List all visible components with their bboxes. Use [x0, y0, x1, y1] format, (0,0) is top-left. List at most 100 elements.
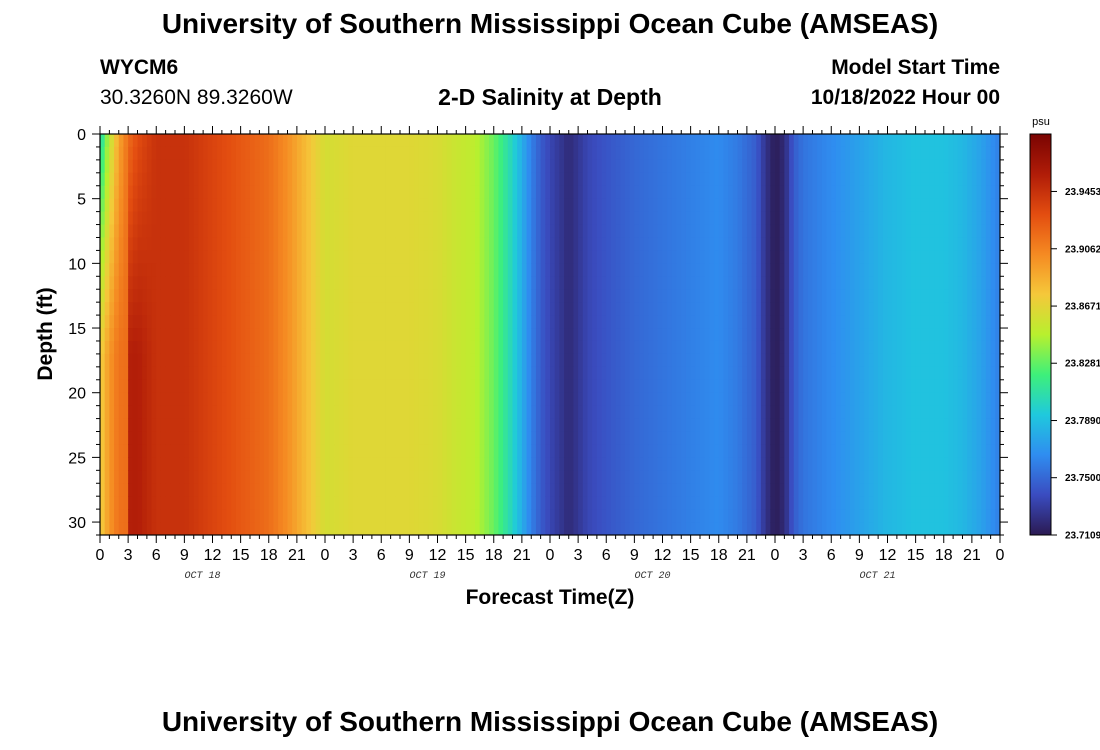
- heatmap-cell: [662, 509, 668, 523]
- heatmap-cell: [714, 198, 720, 213]
- heatmap-cell: [564, 198, 570, 213]
- heatmap-cell: [245, 224, 251, 239]
- heatmap-cell: [540, 289, 546, 303]
- heatmap-cell: [559, 146, 565, 161]
- heatmap-cell: [685, 172, 692, 187]
- heatmap-cell: [475, 340, 481, 355]
- heatmap-cell: [343, 328, 350, 342]
- heatmap-cell: [723, 172, 729, 187]
- heatmap-cell: [718, 198, 725, 213]
- heatmap-cell: [653, 185, 659, 200]
- heatmap-cell: [695, 340, 701, 355]
- heatmap-cell: [826, 496, 832, 510]
- heatmap-cell: [840, 340, 846, 355]
- heatmap-cell: [250, 509, 256, 523]
- heatmap-cell: [278, 366, 284, 381]
- heatmap-cell: [723, 134, 729, 148]
- heatmap-cell: [446, 211, 453, 226]
- heatmap-cell: [245, 431, 251, 446]
- heatmap-cell: [737, 444, 743, 458]
- heatmap-cell: [775, 431, 781, 446]
- heatmap-cell: [690, 302, 696, 316]
- heatmap-cell: [512, 379, 518, 394]
- heatmap-cell: [254, 302, 260, 316]
- heatmap-cell: [329, 392, 335, 407]
- heatmap-cell: [292, 315, 298, 329]
- heatmap-cell: [390, 328, 396, 342]
- heatmap-cell: [770, 172, 776, 187]
- heatmap-cell: [681, 392, 687, 407]
- heatmap-cell: [170, 483, 176, 497]
- heatmap-cell: [582, 340, 589, 355]
- heatmap-cell: [507, 224, 514, 239]
- heatmap-cell: [775, 392, 781, 407]
- heatmap-cell: [695, 418, 701, 433]
- heatmap-cell: [676, 379, 682, 394]
- heatmap-cell: [625, 198, 631, 213]
- heatmap-cell: [245, 366, 251, 381]
- heatmap-cell: [306, 289, 312, 303]
- heatmap-cell: [545, 211, 551, 226]
- heatmap-cell: [685, 198, 692, 213]
- heatmap-cell: [460, 172, 467, 187]
- heatmap-cell: [601, 250, 607, 264]
- heatmap-cell: [639, 328, 645, 342]
- heatmap-cell: [273, 198, 279, 213]
- heatmap-cell: [807, 146, 814, 161]
- heatmap-cell: [128, 289, 134, 303]
- heatmap-cell: [779, 431, 785, 446]
- heatmap-cell: [840, 302, 846, 316]
- heatmap-cell: [451, 146, 457, 161]
- heatmap-cell: [704, 315, 710, 329]
- heatmap-cell: [381, 146, 387, 161]
- heatmap-cell: [559, 237, 565, 252]
- heatmap-cell: [835, 315, 842, 329]
- heatmap-cell: [357, 289, 364, 303]
- heatmap-cell: [568, 366, 575, 381]
- heatmap-cell: [821, 302, 828, 316]
- heatmap-cell: [301, 250, 307, 264]
- heatmap-cell: [353, 134, 359, 148]
- heatmap-cell: [343, 353, 350, 368]
- heatmap-cell: [123, 340, 129, 355]
- heatmap-cell: [704, 198, 710, 213]
- heatmap-cell: [700, 289, 706, 303]
- heatmap-cell: [765, 250, 771, 264]
- heatmap-cell: [545, 146, 551, 161]
- heatmap-cell: [104, 392, 110, 407]
- heatmap-cell: [442, 276, 448, 290]
- heatmap-cell: [315, 431, 321, 446]
- heatmap-cell: [259, 418, 265, 433]
- heatmap-cell: [296, 172, 303, 187]
- heatmap-cell: [742, 250, 748, 264]
- heatmap-cell: [160, 379, 167, 394]
- heatmap-cell: [273, 470, 279, 484]
- heatmap-cell: [723, 276, 729, 290]
- heatmap-cell: [681, 146, 687, 161]
- heatmap-cell: [123, 211, 129, 226]
- heatmap-cell: [296, 522, 303, 535]
- heatmap-cell: [610, 444, 617, 458]
- heatmap-cell: [498, 340, 504, 355]
- heatmap-cell: [653, 172, 659, 187]
- heatmap-cell: [662, 405, 668, 420]
- heatmap-cell: [568, 172, 575, 187]
- heatmap-cell: [376, 250, 382, 264]
- heatmap-cell: [629, 302, 635, 316]
- heatmap-cell: [498, 172, 504, 187]
- heatmap-cell: [226, 315, 232, 329]
- heatmap-cell: [142, 457, 148, 471]
- heatmap-cell: [217, 185, 223, 200]
- heatmap-cell: [512, 263, 518, 277]
- heatmap-cell: [376, 392, 382, 407]
- heatmap-cell: [685, 211, 692, 226]
- heatmap-cell: [203, 237, 209, 252]
- heatmap-cell: [418, 483, 425, 497]
- heatmap-cell: [714, 276, 720, 290]
- heatmap-cell: [109, 159, 115, 174]
- heatmap-cell: [250, 134, 256, 148]
- heatmap-cell: [765, 146, 771, 161]
- heatmap-cell: [578, 522, 584, 535]
- heatmap-cell: [357, 379, 364, 394]
- heatmap-cell: [479, 159, 485, 174]
